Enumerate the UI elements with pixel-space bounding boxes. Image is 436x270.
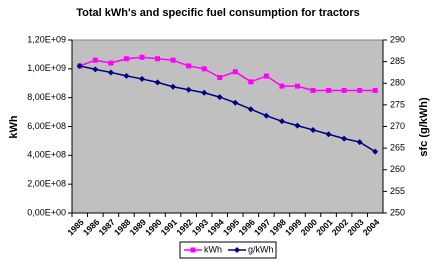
series-line <box>79 65 376 153</box>
point <box>325 131 332 138</box>
legend-label: kWh <box>204 244 222 254</box>
point <box>216 94 223 101</box>
point <box>248 79 254 85</box>
point <box>170 83 177 90</box>
y2-tick-label: 270 <box>390 121 405 131</box>
point <box>139 54 145 60</box>
point <box>107 69 114 76</box>
y2-tick-label: 255 <box>390 186 405 196</box>
point <box>310 87 316 93</box>
point <box>232 69 238 75</box>
point <box>341 87 347 93</box>
y-tick-label: 1,00E+09 <box>27 63 66 73</box>
y-tick-label: 6,00E+08 <box>27 121 66 131</box>
point <box>190 247 196 253</box>
point <box>154 79 161 86</box>
point <box>278 118 285 125</box>
point <box>263 112 270 119</box>
point <box>92 57 98 63</box>
y-tick-label: 4,00E+08 <box>27 150 66 160</box>
y-tick-label: 0,00E+00 <box>27 207 66 217</box>
y-tick-label: 8,00E+08 <box>27 92 66 102</box>
point <box>217 74 223 80</box>
point <box>294 83 300 89</box>
legend-label: g/kWh <box>248 244 274 254</box>
point <box>123 72 130 79</box>
point <box>234 247 240 253</box>
y2-tick-label: 290 <box>390 34 405 44</box>
chart-title: Total kWh's and specific fuel consumptio… <box>76 7 360 19</box>
point <box>310 126 317 133</box>
point <box>92 66 99 73</box>
point <box>263 73 269 79</box>
point <box>247 106 254 113</box>
point <box>372 87 378 93</box>
point <box>326 87 332 93</box>
y2-tick-label: 285 <box>390 56 405 66</box>
point <box>76 62 83 69</box>
y2-tick-label: 250 <box>390 207 405 217</box>
point <box>201 89 208 96</box>
point <box>356 139 363 146</box>
y2-tick-label: 265 <box>390 143 405 153</box>
point <box>232 99 239 106</box>
y2-tick-label: 260 <box>390 164 405 174</box>
series-line <box>79 56 376 92</box>
point <box>108 60 114 66</box>
y-tick-label: 2,00E+08 <box>27 179 66 189</box>
point <box>155 56 161 62</box>
point <box>138 75 145 82</box>
y2-tick-label: 280 <box>390 78 405 88</box>
point <box>294 122 301 129</box>
point <box>372 148 379 155</box>
y2-axis-title: sfc (g/kWh) <box>418 97 430 157</box>
point <box>341 135 348 142</box>
y2-tick-label: 275 <box>390 99 405 109</box>
point <box>279 83 285 89</box>
point <box>201 66 207 72</box>
plot-area <box>71 39 384 214</box>
point <box>123 56 129 62</box>
y-axis-title: kWh <box>8 115 20 139</box>
point <box>170 57 176 63</box>
point <box>357 87 363 93</box>
point <box>185 86 192 93</box>
y-tick-label: 1,20E+09 <box>27 34 66 44</box>
x-tick-label: 2004 <box>361 217 382 238</box>
point <box>186 63 192 69</box>
